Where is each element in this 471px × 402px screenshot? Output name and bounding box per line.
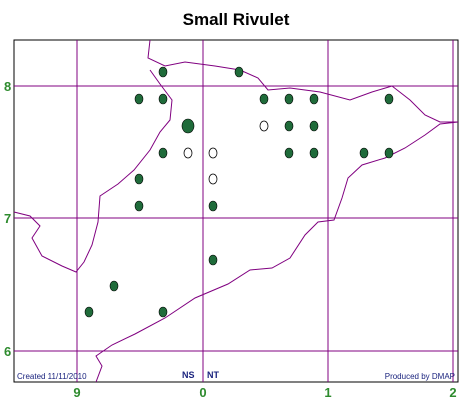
coast-north xyxy=(147,39,458,123)
station xyxy=(84,306,94,318)
station-empty xyxy=(259,120,269,132)
column-label: 9 xyxy=(73,385,80,400)
map-frame xyxy=(13,39,459,383)
station xyxy=(134,93,144,105)
station xyxy=(284,147,294,159)
created-date: Created 11/11/2010 xyxy=(17,372,87,381)
station xyxy=(158,147,168,159)
stations xyxy=(84,66,394,318)
station-empty xyxy=(183,147,193,159)
station xyxy=(208,254,218,266)
station xyxy=(284,93,294,105)
station xyxy=(309,93,319,105)
station xyxy=(284,120,294,132)
station xyxy=(158,93,168,105)
grid xyxy=(14,40,458,382)
station xyxy=(158,66,168,78)
station xyxy=(181,118,195,134)
station-empty xyxy=(208,147,218,159)
row-label: 6 xyxy=(4,344,11,359)
zone-label: NS xyxy=(182,370,195,380)
station xyxy=(309,147,319,159)
station xyxy=(309,120,319,132)
column-label: 1 xyxy=(324,385,331,400)
coast-west xyxy=(13,69,173,273)
row-label: 7 xyxy=(4,211,11,226)
station xyxy=(359,147,369,159)
coast-south xyxy=(95,121,459,383)
station xyxy=(384,147,394,159)
producer: Produced by DMAP xyxy=(385,372,455,381)
zone-label: NT xyxy=(207,370,219,380)
column-label: 2 xyxy=(449,385,456,400)
station-empty xyxy=(208,173,218,185)
station xyxy=(134,200,144,212)
station xyxy=(384,93,394,105)
station xyxy=(109,280,119,292)
station xyxy=(208,200,218,212)
coastline xyxy=(13,39,459,383)
station xyxy=(134,173,144,185)
station xyxy=(259,93,269,105)
station xyxy=(234,66,244,78)
row-label: 8 xyxy=(4,79,11,94)
map-title: Small Rivulet xyxy=(183,10,290,29)
column-label: 0 xyxy=(199,385,206,400)
station xyxy=(158,306,168,318)
